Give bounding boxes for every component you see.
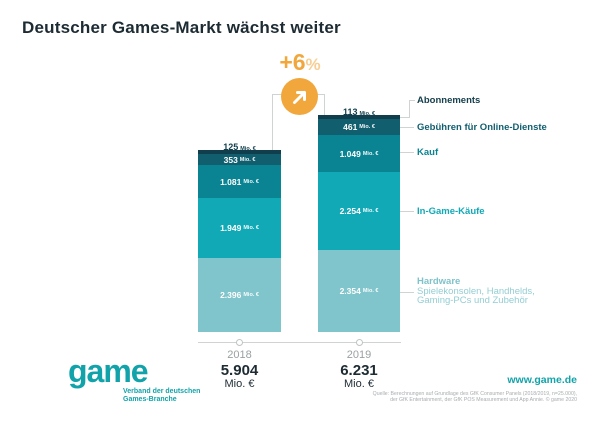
bracket-line-left-vertical — [272, 94, 273, 150]
axis-marker-2018 — [236, 339, 243, 346]
x-axis-line — [198, 342, 401, 343]
legend-kauf: Kauf — [417, 147, 439, 158]
segment-unit: Mio. € — [243, 292, 259, 298]
tagline-line-1: Verband der deutschen — [123, 388, 201, 395]
segment-unit: Mio. € — [362, 150, 379, 157]
segment-2019-kauf: 1.049 Mio. € — [318, 135, 400, 172]
segment-2018-ingame: 1.949 Mio. € — [198, 198, 281, 258]
segment-2019-hardware: 2.354 Mio. € — [318, 250, 400, 332]
segment-2019-gebuehren: 461 Mio. € — [318, 119, 400, 135]
bracket-line-right-horizontal — [314, 94, 324, 95]
legend-abonnements: Abonnements — [417, 95, 481, 106]
segment-unit: Mio. € — [359, 124, 375, 130]
percent-sign: % — [305, 55, 321, 74]
connector-gebuehren — [400, 127, 414, 128]
legend-hardware-subtitle-2: Gaming-PCs und Zubehör — [417, 295, 528, 306]
arrow-up-right-icon — [292, 90, 306, 104]
segment-value: 353 — [223, 154, 238, 165]
connector-ingame — [400, 211, 414, 212]
source-line-1: Quelle: Berechnungen auf Grundlage des G… — [372, 391, 577, 397]
bracket-line-right-vertical — [324, 94, 325, 115]
connector-abonnements-vertical — [409, 100, 410, 118]
connector-hardware — [400, 292, 414, 293]
legend-hardware-subtitle-1: Spielekonsolen, Handhelds, — [417, 285, 535, 297]
segment-2018-abonnements — [198, 150, 281, 154]
segment-value: 2.254 — [339, 206, 361, 216]
segment-2019-ingame: 2.254 Mio. € — [318, 172, 400, 250]
growth-value: +6 — [279, 49, 306, 75]
segment-value: 1.949 — [220, 223, 242, 233]
stacked-bar-2019: 461 Mio. € 1.049 Mio. € 2.254 Mio. € 2.354 M… — [318, 115, 400, 332]
bar-2019-top-unit: Mio. € — [359, 111, 376, 117]
total-2019: 6.231 — [340, 362, 378, 379]
website-link[interactable]: www.game.de — [507, 374, 577, 386]
segment-unit: Mio. € — [243, 178, 259, 185]
bar-2018-top-unit: Mio. € — [240, 146, 256, 152]
segment-value: 1.049 — [339, 148, 361, 159]
segment-unit: Mio. € — [239, 156, 256, 163]
growth-badge-circle — [281, 78, 318, 115]
legend-hardware-title: Hardware — [417, 276, 461, 287]
tagline-line-2: Games-Branche — [123, 395, 177, 403]
bar-2019-top-value: 113 — [342, 107, 358, 117]
legend-ingame: In-Game-Käufe — [417, 206, 485, 217]
axis-marker-2019 — [356, 339, 363, 346]
stacked-bar-2018: 353 Mio. € 1.081 Mio. € 1.949 Mio. € 2.396 M… — [198, 150, 281, 332]
game-logo: game — [68, 353, 149, 389]
total-2019-unit: Mio. € — [344, 378, 374, 390]
bar-2019-top-label: 113 Mio. € — [318, 102, 400, 120]
segment-2018-hardware: 2.396 Mio. € — [198, 258, 281, 332]
total-2018-unit: Mio. € — [224, 378, 255, 390]
year-label-2019: 2019 — [346, 349, 372, 361]
segment-unit: Mio. € — [362, 288, 379, 294]
growth-percentage-label: +6% — [260, 49, 340, 76]
game-logo-tagline: Verband der deutschen Games-Branche — [123, 388, 200, 403]
bar-2018-top-label: 125 Mio. € — [198, 137, 281, 155]
legend-gebuehren: Gebühren für Online-Dienste — [417, 122, 547, 133]
segment-2018-gebuehren: 353 Mio. € — [198, 154, 281, 165]
legend-hardware-block: Hardware Spielekonsolen, Handhelds, Gami… — [417, 277, 535, 306]
connector-abonnements-horizontal — [400, 117, 410, 118]
source-note: Quelle: Berechnungen auf Grundlage des G… — [373, 391, 577, 403]
page-title: Deutscher Games-Markt wächst weiter — [22, 18, 341, 37]
segment-unit: Mio. € — [243, 225, 259, 231]
source-line-2: der GfK Entertainment, der GfK POS Measu… — [390, 397, 577, 403]
segment-unit: Mio. € — [362, 208, 379, 214]
segment-value: 1.081 — [220, 176, 242, 187]
segment-2018-kauf: 1.081 Mio. € — [198, 165, 281, 198]
segment-2019-abonnements — [318, 115, 400, 119]
total-2018: 5.904 — [220, 362, 259, 379]
segment-value: 2.354 — [339, 286, 361, 296]
segment-value: 461 — [343, 122, 358, 132]
bar-2018-top-value: 125 — [223, 142, 239, 152]
segment-value: 2.396 — [220, 290, 242, 300]
bracket-line-left-horizontal — [273, 94, 286, 95]
connector-abonnements-top — [410, 100, 415, 101]
connector-kauf — [400, 152, 414, 153]
year-label-2018: 2018 — [227, 349, 252, 361]
